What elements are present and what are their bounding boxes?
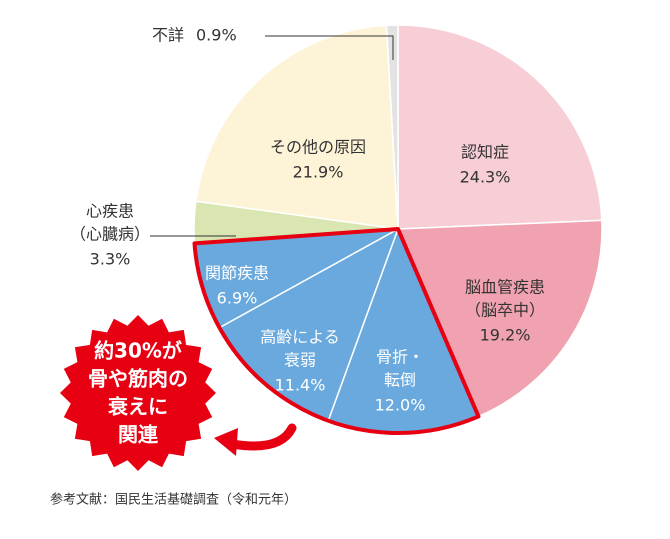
- pie-slice: [385, 24, 399, 230]
- value-label: 0.9%: [196, 26, 237, 45]
- slice-label: 骨折・: [376, 348, 424, 367]
- slice-label: 認知症: [461, 143, 509, 162]
- slice-label: （脳卒中）: [465, 301, 545, 320]
- slice-label: その他の原因: [270, 138, 366, 157]
- slice-label: 不詳: [152, 26, 184, 45]
- slice-label: 関節疾患: [205, 264, 269, 283]
- slice-label: 心疾患: [86, 202, 134, 221]
- highlight-outline: [192, 227, 481, 435]
- slice-label: 衰弱: [284, 351, 316, 370]
- callout-burst: [60, 315, 216, 471]
- pie: [193, 24, 603, 434]
- slice-label: 転倒: [384, 371, 416, 390]
- slice-label: （心臓病）: [70, 225, 150, 244]
- value-label: 6.9%: [217, 289, 258, 308]
- callout-arrow: [227, 423, 297, 451]
- pie-slice: [397, 24, 603, 230]
- pie-slice: [195, 24, 399, 230]
- leader-line: [265, 35, 394, 60]
- value-label: 11.4%: [275, 376, 326, 395]
- value-label: 21.9%: [293, 163, 344, 182]
- callout-text: 約30%が: [94, 339, 182, 363]
- callout-arrowhead: [214, 428, 238, 456]
- source: 参考文献：国民生活基礎調査（令和元年）: [50, 492, 297, 508]
- slice-label: 脳血管疾患: [465, 278, 545, 297]
- value-label: 19.2%: [480, 326, 531, 345]
- pie-slice: [396, 219, 603, 418]
- callout-text: 衰えに: [107, 395, 168, 419]
- value-label: 24.3%: [460, 168, 511, 187]
- callout-text: 骨や筋肉の: [88, 367, 188, 391]
- slice-label: 高齢による: [260, 328, 340, 347]
- callout-text: 関連: [118, 423, 159, 447]
- value-label: 3.3%: [90, 250, 131, 269]
- value-label: 12.0%: [375, 396, 426, 415]
